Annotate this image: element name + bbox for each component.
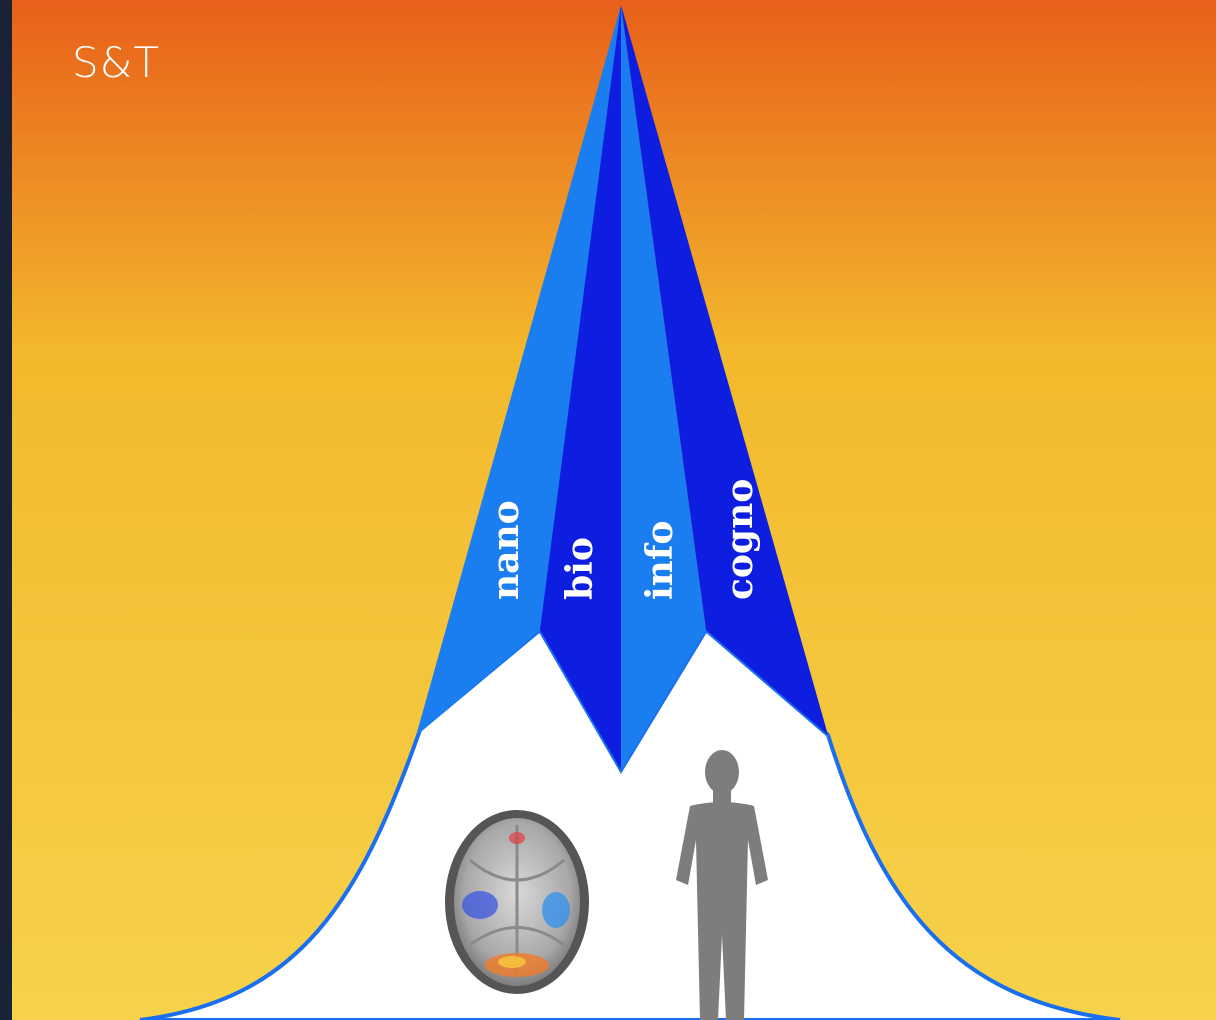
band-label-cogno: cogno xyxy=(719,479,761,600)
band-bio xyxy=(540,5,621,770)
band-label-nano: nano xyxy=(485,500,527,600)
left-frame-edge xyxy=(0,0,12,1020)
brain-scan-icon xyxy=(445,810,589,994)
band-label-bio: bio xyxy=(559,537,601,600)
band-nano xyxy=(416,5,621,736)
slide-title: S&T xyxy=(72,38,161,87)
band-info xyxy=(621,5,706,770)
band-cogno xyxy=(621,5,828,735)
human-silhouette-icon xyxy=(676,750,768,1020)
band-label-info: info xyxy=(639,521,681,600)
